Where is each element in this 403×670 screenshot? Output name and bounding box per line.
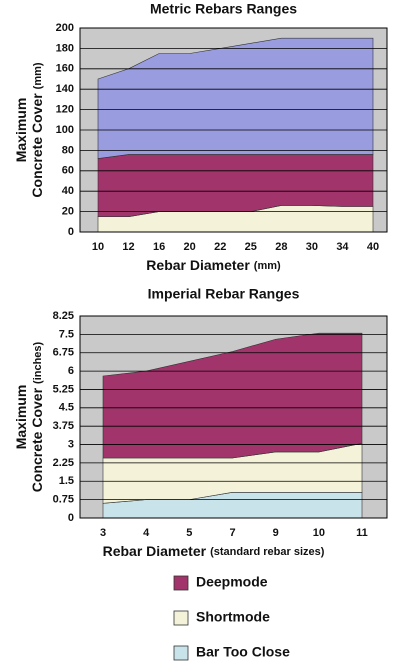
y-label-unit: (inches)	[32, 341, 44, 384]
y-label-text: Concrete Cover	[29, 387, 45, 492]
x-tick-label: 9	[273, 527, 279, 539]
y-tick-label: 180	[56, 42, 74, 54]
chart-title: Metric Rebars Ranges	[150, 1, 297, 17]
x-label-text: Rebar Diameter	[103, 543, 207, 559]
y-tick-label: 0	[68, 512, 74, 524]
x-tick-label: 16	[153, 241, 165, 253]
legend-swatch	[173, 645, 189, 661]
x-tick-label: 11	[356, 527, 368, 539]
x-tick-label: 12	[122, 241, 134, 253]
y-tick-label: 100	[56, 124, 74, 136]
y-label-text: Maximum	[13, 385, 29, 450]
y-tick-label: 4.5	[59, 402, 74, 414]
y-tick-label: 0	[68, 226, 74, 238]
y-axis-label: Concrete Cover (inches)	[29, 341, 45, 492]
x-tick-label: 20	[184, 241, 196, 253]
x-axis-label: Rebar Diameter (standard rebar sizes)	[103, 543, 325, 559]
y-tick-label: 3	[68, 438, 74, 450]
y-tick-label: 60	[62, 165, 74, 177]
legend-label: Bar Too Close	[196, 644, 290, 660]
x-tick-label: 25	[245, 241, 257, 253]
x-tick-label: 30	[306, 241, 318, 253]
y-tick-label: 7.5	[59, 328, 74, 340]
y-tick-label: 40	[62, 185, 74, 197]
y-tick-label: 3.75	[53, 420, 74, 432]
y-tick-label: 5.25	[53, 383, 74, 395]
y-axis-label: Concrete Cover (mm)	[29, 62, 45, 197]
y-tick-label: 200	[56, 22, 74, 34]
y-tick-label: 80	[62, 144, 74, 156]
y-tick-label: 2.25	[53, 457, 74, 469]
x-tick-label: 3	[100, 527, 106, 539]
y-tick-label: 120	[56, 104, 74, 116]
legend-label: Shortmode	[196, 609, 270, 625]
x-label-unit: (standard rebar sizes)	[210, 546, 325, 558]
x-tick-label: 10	[313, 527, 325, 539]
y-label-unit: (mm)	[32, 62, 44, 89]
chart-title: Imperial Rebar Ranges	[148, 286, 300, 302]
y-tick-label: 20	[62, 206, 74, 218]
y-tick-label: 1.5	[59, 475, 74, 487]
x-tick-label: 5	[186, 527, 192, 539]
y-tick-label: 160	[56, 63, 74, 75]
y-tick-label: 6.75	[53, 347, 74, 359]
plot-frame	[79, 315, 388, 519]
y-tick-label: 6	[68, 365, 74, 377]
x-label-unit: (mm)	[254, 260, 281, 272]
legend-label: Deepmode	[196, 574, 268, 590]
area	[97, 37, 374, 159]
x-tick-label: 22	[214, 241, 226, 253]
x-tick-label: 10	[92, 241, 104, 253]
legend-swatch	[173, 610, 189, 626]
y-tick-label: 140	[56, 83, 74, 95]
x-tick-label: 7	[229, 527, 235, 539]
legend-swatch	[173, 575, 189, 591]
y-tick-label: 8.25	[53, 310, 74, 322]
y-tick-label: 0.75	[53, 494, 74, 506]
x-tick-label: 4	[143, 527, 150, 539]
x-tick-label: 34	[336, 241, 349, 253]
x-tick-label: 28	[275, 241, 287, 253]
x-label-text: Rebar Diameter	[146, 257, 250, 273]
y-label-text: Concrete Cover	[29, 93, 45, 198]
x-axis-label: Rebar Diameter (mm)	[146, 257, 281, 273]
x-tick-label: 40	[367, 241, 379, 253]
y-axis-label: Maximum	[13, 98, 29, 163]
y-axis-label: Maximum	[13, 385, 29, 450]
y-label-text: Maximum	[13, 98, 29, 163]
plot-frame	[79, 27, 388, 233]
area	[102, 332, 363, 459]
